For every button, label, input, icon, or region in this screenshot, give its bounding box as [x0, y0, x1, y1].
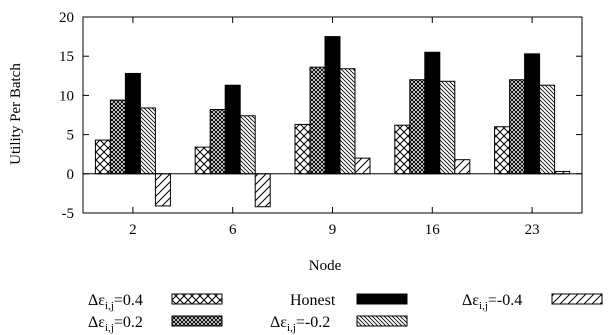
- legend-swatch-2: [356, 293, 408, 305]
- x-tick-label: 16: [425, 222, 441, 238]
- bar-16-series-2: [424, 51, 441, 175]
- legend-swatch-0: [171, 293, 223, 305]
- bar-9-series-0: [294, 123, 311, 175]
- bar-16-series-1: [409, 79, 426, 175]
- bar-23-series-3: [539, 84, 556, 175]
- y-axis-label: Utility Per Batch: [8, 63, 24, 165]
- bar-9-series-1: [309, 66, 326, 175]
- plot-area: 2 6 9 16 23 -5 0 5 10 15 20: [59, 10, 583, 238]
- legend-label-0: Δεi,j=0.4: [88, 292, 143, 312]
- x-axis-label: Node: [309, 258, 342, 274]
- bar-16-series-4: [454, 159, 471, 175]
- bar-6-series-3: [239, 115, 256, 175]
- bar-16-series-0: [394, 124, 411, 175]
- legend-label-4: Δεi,j=-0.4: [462, 292, 522, 312]
- bar-6-series-1: [209, 109, 226, 175]
- bar-23-series-1: [509, 79, 526, 175]
- bar-2-series-2: [124, 72, 141, 175]
- bar-6-series-4: [254, 173, 271, 208]
- bar-16-series-3: [439, 80, 456, 175]
- legend-label-2: Honest: [290, 292, 336, 309]
- bar-6-series-0: [194, 146, 211, 175]
- y-tick-label: 0: [67, 167, 75, 183]
- bar-9-series-4: [354, 157, 371, 175]
- bar-23-series-0: [494, 126, 511, 175]
- y-tick-label: -5: [62, 206, 75, 222]
- plot-frame: [82, 16, 583, 214]
- x-tick-label: 23: [525, 222, 540, 238]
- bar-2-series-3: [139, 107, 156, 175]
- bar-2-series-4: [154, 173, 171, 207]
- bar-2-series-0: [94, 139, 111, 175]
- bar-9-series-2: [324, 36, 341, 175]
- legend-label-3: Δεi,j=-0.2: [270, 314, 330, 334]
- bar-23-series-2: [524, 53, 541, 175]
- y-tick-label: 15: [59, 49, 74, 65]
- x-tick-label: 9: [329, 222, 337, 238]
- legend-swatch-1: [171, 315, 223, 327]
- bar-9-series-3: [339, 68, 356, 175]
- y-tick-label: 20: [59, 10, 74, 26]
- y-tick-label: 5: [67, 128, 75, 144]
- bar-6-series-2: [224, 84, 241, 175]
- legend-swatch-4: [551, 293, 603, 305]
- legend-label-1: Δεi,j=0.2: [88, 314, 143, 334]
- x-tick-label: 6: [229, 222, 237, 238]
- legend-swatch-3: [356, 315, 408, 327]
- bar-2-series-1: [109, 99, 126, 175]
- y-tick-label: 10: [59, 88, 74, 104]
- x-tick-label: 2: [129, 222, 137, 238]
